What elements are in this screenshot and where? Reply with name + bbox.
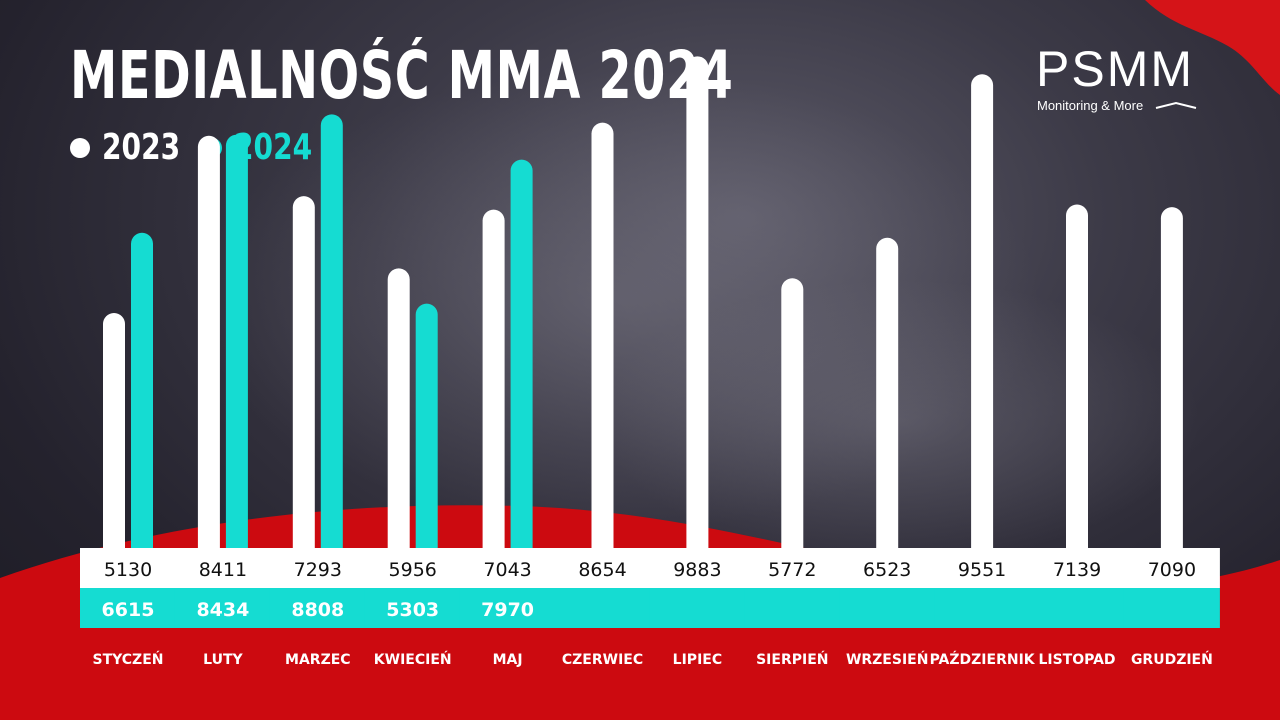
data-label-2024-5: 7970 — [481, 599, 534, 621]
brand-logo: PSMM Monitoring & More — [1036, 42, 1206, 122]
value-box-2023-3 — [269, 548, 366, 588]
bar-2024-5 — [510, 159, 533, 590]
bar-2023-7 — [686, 56, 709, 591]
data-label-2023-6: 8654 — [578, 559, 626, 581]
bar-2023-9 — [876, 237, 899, 590]
legend-item-2023: 2023 — [70, 128, 180, 168]
value-box-2024-11 — [1029, 588, 1125, 628]
bar-2023-3 — [292, 196, 315, 591]
x-tick-label-5: MAJ — [493, 652, 523, 668]
smoke-cloud — [600, 280, 1200, 560]
bar-2023-11 — [1066, 204, 1088, 590]
value-box-2024-12 — [1123, 588, 1220, 628]
bar-2023-4 — [387, 268, 410, 590]
bar-2023-6 — [591, 122, 614, 591]
x-tick-label-8: SIERPIEŃ — [756, 650, 828, 668]
x-tick-label-6: CZERWIEC — [562, 652, 643, 668]
legend-label-2023: 2023 — [102, 127, 181, 168]
value-box-2023-11 — [1029, 548, 1125, 588]
x-tick-label-1: STYCZEŃ — [93, 650, 164, 668]
bar-2023-2 — [197, 135, 220, 590]
red-corner-accent — [1145, 0, 1280, 95]
value-box-2023-4 — [364, 548, 461, 588]
value-box-2023-12 — [1123, 548, 1220, 588]
value-box-2024-7 — [649, 588, 746, 628]
value-box-2023-7 — [649, 548, 746, 588]
brand-tagline: Monitoring & More — [1037, 98, 1144, 113]
chart-title: MEDIALNOŚĆ MMA 2024 — [70, 37, 734, 114]
value-box-2023-1 — [80, 548, 176, 588]
value-box-2024-10 — [934, 588, 1031, 628]
logo-chevron-icon — [1155, 101, 1197, 109]
data-label-2023-12: 7090 — [1148, 559, 1196, 581]
x-tick-label-11: LISTOPAD — [1038, 652, 1115, 668]
data-label-2023-11: 7139 — [1053, 559, 1101, 581]
bar-2023-8 — [781, 278, 804, 590]
data-label-2023-4: 5956 — [389, 559, 437, 581]
value-box-2024-6 — [554, 588, 651, 628]
x-tick-label-2: LUTY — [203, 652, 243, 668]
x-tick-label-7: LIPIEC — [673, 652, 722, 668]
x-tick-label-4: KWIECIEŃ — [374, 650, 452, 668]
bar-2023-10 — [971, 74, 994, 591]
bar-2024-4 — [415, 303, 438, 590]
bar-2023-1 — [103, 312, 125, 590]
data-label-2023-5: 7043 — [483, 559, 531, 581]
data-label-2023-1: 5130 — [104, 559, 152, 581]
data-label-2023-8: 5772 — [768, 559, 816, 581]
value-box-2023-10 — [934, 548, 1031, 588]
data-label-2023-10: 9551 — [958, 559, 1006, 581]
bar-2023-12 — [1160, 207, 1183, 590]
value-box-2024-4 — [364, 588, 461, 628]
x-tick-label-9: WRZESIEŃ — [846, 650, 929, 668]
data-label-2023-2: 8411 — [199, 559, 247, 581]
value-box-2023-8 — [744, 548, 841, 588]
value-box-2023-6 — [554, 548, 651, 588]
bar-2023-5 — [482, 209, 505, 591]
value-box-2023-2 — [174, 548, 271, 588]
x-tick-label-3: MARZEC — [285, 652, 351, 668]
x-tick-label-12: GRUDZIEŃ — [1131, 650, 1213, 668]
data-label-2024-4: 5303 — [386, 599, 439, 621]
value-box-2024-2 — [174, 588, 271, 628]
value-box-2023-9 — [839, 548, 936, 588]
value-box-2023-5 — [459, 548, 556, 588]
bar-2024-1 — [131, 232, 153, 591]
x-tick-label-10: PAŹDZIERNIK — [930, 650, 1036, 668]
bar-2024-3 — [320, 114, 343, 591]
value-box-2024-5 — [459, 588, 556, 628]
data-label-2023-9: 6523 — [863, 559, 911, 581]
data-label-2024-2: 8434 — [196, 599, 249, 621]
data-label-2023-3: 7293 — [294, 559, 342, 581]
value-box-2024-3 — [269, 588, 366, 628]
value-box-2024-1 — [80, 588, 176, 628]
value-box-2024-9 — [839, 588, 936, 628]
data-label-2023-7: 9883 — [673, 559, 721, 581]
brand-name: PSMM — [1036, 41, 1194, 97]
legend-dot-2023 — [70, 138, 90, 158]
data-label-2024-3: 8808 — [291, 599, 344, 621]
data-label-2024-1: 6615 — [102, 599, 155, 621]
bar-2024-2 — [225, 134, 248, 590]
value-box-2024-8 — [744, 588, 841, 628]
